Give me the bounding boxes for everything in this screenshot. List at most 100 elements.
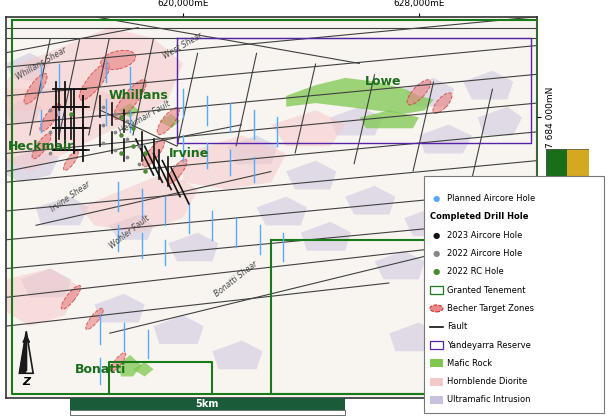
Ellipse shape	[433, 93, 452, 113]
Polygon shape	[95, 294, 145, 323]
Text: Z: Z	[22, 377, 30, 387]
Text: Wohler Fault: Wohler Fault	[108, 214, 152, 251]
Text: Becher Target Zones: Becher Target Zones	[447, 304, 534, 313]
Text: Heckmair: Heckmair	[9, 140, 74, 153]
Polygon shape	[389, 323, 439, 351]
Point	[66, 111, 76, 117]
Polygon shape	[118, 355, 142, 376]
Text: Irvine Shear: Irvine Shear	[49, 180, 93, 214]
Point	[98, 139, 108, 146]
Polygon shape	[20, 331, 26, 373]
Point	[110, 129, 120, 135]
Text: Planned Aircore Hole: Planned Aircore Hole	[447, 194, 535, 203]
Polygon shape	[21, 269, 71, 297]
Polygon shape	[0, 89, 124, 110]
Ellipse shape	[40, 103, 61, 132]
Text: ●: ●	[433, 267, 440, 276]
Ellipse shape	[167, 159, 187, 184]
Text: Completed Drill Hole: Completed Drill Hole	[430, 212, 528, 221]
Point	[140, 150, 149, 157]
Ellipse shape	[407, 80, 431, 105]
Point	[128, 143, 138, 150]
Ellipse shape	[157, 108, 179, 134]
Text: Ultramafic Intrusion: Ultramafic Intrusion	[447, 396, 531, 404]
Polygon shape	[463, 71, 513, 99]
Polygon shape	[301, 222, 351, 251]
Text: 5km: 5km	[196, 399, 219, 409]
Ellipse shape	[63, 151, 78, 171]
Text: Whillans Shear: Whillans Shear	[15, 45, 68, 82]
Text: 2023 Aircore Hole: 2023 Aircore Hole	[447, 231, 522, 240]
Point	[45, 107, 55, 114]
Text: Heckmair Fault: Heckmair Fault	[117, 99, 172, 136]
Ellipse shape	[79, 63, 110, 100]
Ellipse shape	[113, 80, 146, 119]
Ellipse shape	[101, 50, 135, 70]
Polygon shape	[159, 114, 180, 128]
Point	[122, 136, 132, 142]
Polygon shape	[183, 135, 286, 189]
Point	[122, 154, 132, 160]
Text: Fault: Fault	[447, 322, 467, 331]
Text: Yandeyarra Reserve: Yandeyarra Reserve	[447, 341, 531, 349]
Polygon shape	[257, 197, 307, 225]
Point	[122, 118, 132, 124]
Polygon shape	[6, 99, 41, 125]
Ellipse shape	[143, 140, 165, 167]
Text: Irvine: Irvine	[169, 147, 209, 160]
Polygon shape	[375, 251, 425, 279]
Polygon shape	[212, 341, 262, 369]
Point	[140, 168, 149, 175]
Point	[128, 125, 138, 132]
Polygon shape	[6, 150, 59, 182]
Ellipse shape	[110, 353, 126, 371]
Polygon shape	[360, 110, 419, 128]
Point	[116, 132, 126, 139]
Text: ●: ●	[433, 249, 440, 258]
Ellipse shape	[24, 73, 47, 104]
Polygon shape	[419, 125, 472, 153]
Text: Whillans: Whillans	[109, 89, 168, 102]
Polygon shape	[118, 103, 138, 117]
Polygon shape	[80, 171, 198, 233]
Polygon shape	[271, 110, 345, 146]
Text: Granted Tenement: Granted Tenement	[447, 286, 525, 295]
Polygon shape	[463, 233, 513, 261]
Polygon shape	[463, 359, 513, 387]
Polygon shape	[168, 233, 218, 261]
Point	[134, 143, 143, 150]
Text: 2022 Aircore Hole: 2022 Aircore Hole	[447, 249, 522, 258]
Polygon shape	[6, 28, 183, 171]
Ellipse shape	[86, 308, 103, 329]
Point	[134, 161, 143, 168]
Polygon shape	[404, 207, 454, 236]
Point	[110, 111, 120, 117]
Ellipse shape	[61, 285, 81, 309]
Polygon shape	[286, 78, 434, 114]
Polygon shape	[345, 186, 395, 215]
Polygon shape	[109, 215, 154, 240]
Text: ●: ●	[433, 231, 440, 240]
Polygon shape	[6, 269, 80, 326]
Polygon shape	[478, 107, 522, 135]
Text: Lowe: Lowe	[365, 75, 402, 88]
Point	[45, 129, 55, 135]
Point	[110, 147, 120, 153]
Text: ●: ●	[433, 194, 440, 203]
Text: Bonatti: Bonatti	[75, 363, 126, 376]
Point	[116, 114, 126, 121]
Point	[98, 103, 108, 110]
Point	[45, 150, 55, 157]
Point	[98, 122, 108, 128]
Bar	[546, 149, 567, 182]
Polygon shape	[35, 197, 88, 225]
Polygon shape	[286, 160, 336, 189]
Polygon shape	[133, 362, 154, 376]
Text: Hornblende Diorite: Hornblende Diorite	[447, 377, 527, 386]
Polygon shape	[567, 149, 589, 182]
Polygon shape	[404, 78, 454, 107]
Polygon shape	[154, 316, 204, 344]
Text: Mafic Rock: Mafic Rock	[447, 359, 492, 368]
Polygon shape	[331, 107, 384, 135]
Text: West Shear: West Shear	[162, 31, 204, 60]
